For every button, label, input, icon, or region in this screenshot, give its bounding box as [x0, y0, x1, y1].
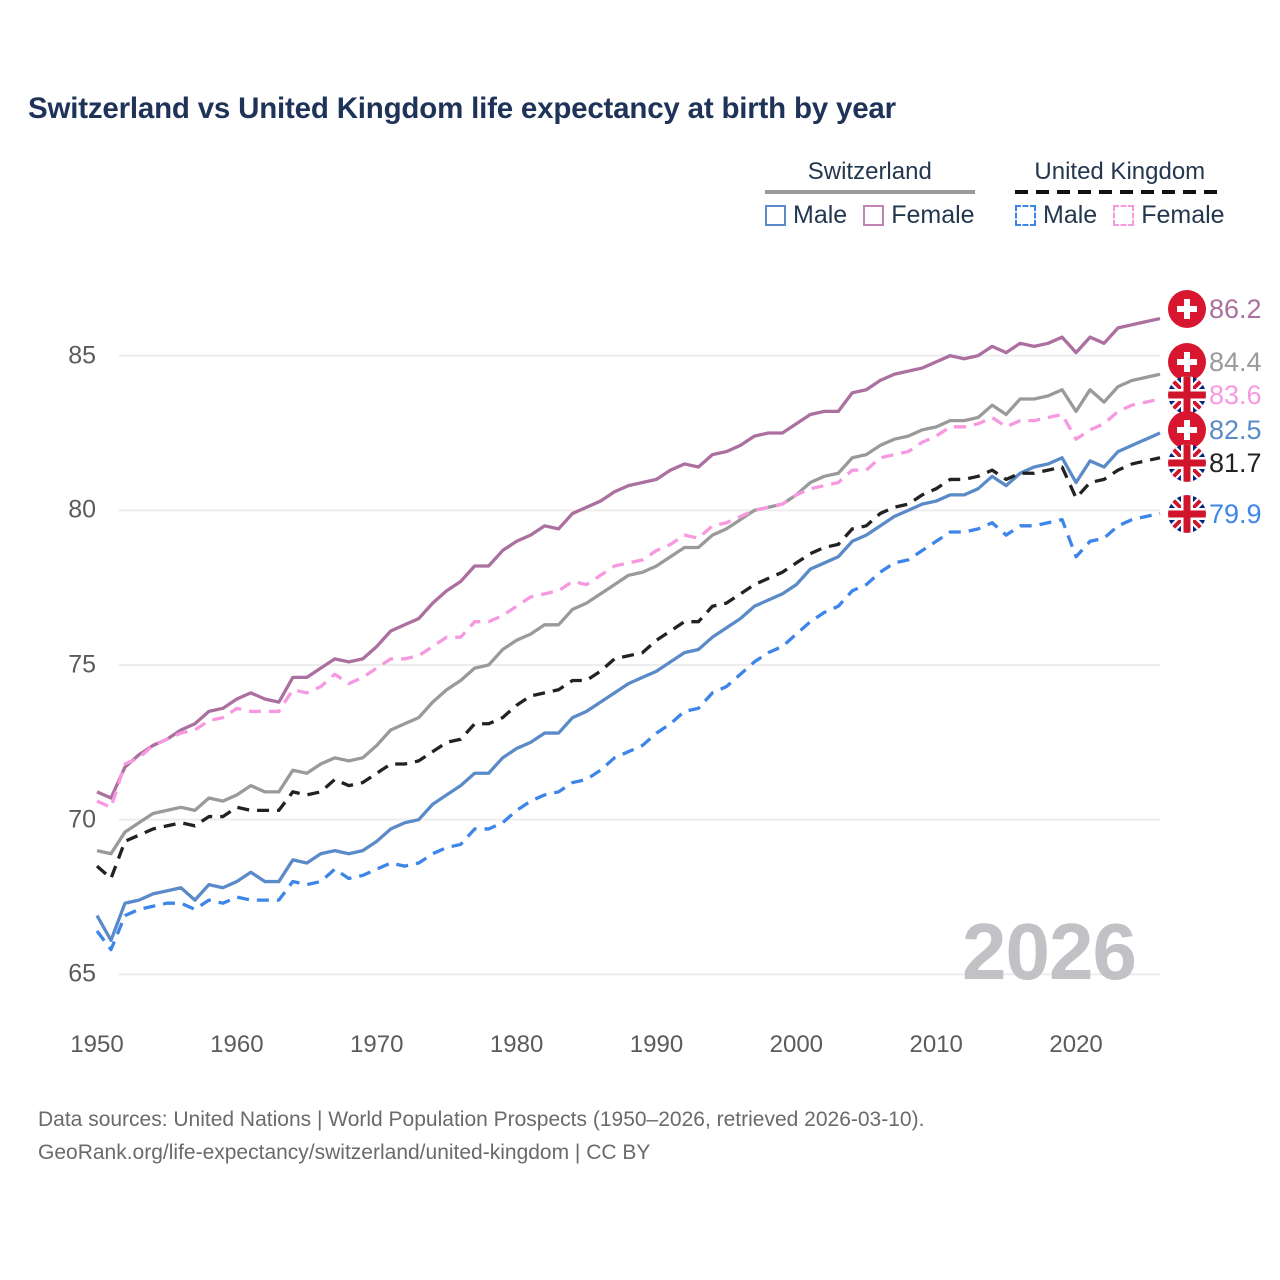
legend-swatch-icon — [1015, 205, 1036, 226]
y-axis-tick: 75 — [68, 650, 96, 679]
legend-item-label: Male — [1043, 201, 1098, 229]
legend-swatch-icon — [863, 205, 885, 226]
legend-item-uk-female[interactable]: Female — [1113, 201, 1225, 229]
series-line — [95, 511, 1161, 952]
legend-rule-dashed — [1015, 190, 1225, 194]
footer-line-2[interactable]: GeoRank.org/life-expectancy/switzerland/… — [38, 1140, 651, 1164]
legend-swatch-icon — [765, 205, 786, 226]
x-axis-tick: 1960 — [210, 1031, 264, 1058]
uk-flag-icon — [1168, 444, 1206, 482]
end-value-text: 86.2 — [1209, 293, 1262, 324]
x-axis-tick: 1980 — [489, 1031, 544, 1058]
ch-flag-icon — [1168, 411, 1206, 449]
series-line — [96, 316, 1161, 800]
footer-attribution: Data sources: United Nations | World Pop… — [38, 1104, 924, 1169]
y-axis-tick: 85 — [68, 341, 96, 370]
series-line — [96, 397, 1161, 809]
uk-flag-icon — [1168, 495, 1206, 533]
end-value-label: 83.6 — [1168, 376, 1262, 414]
y-axis-tick: 65 — [68, 959, 96, 988]
footer-line-1: Data sources: United Nations | World Pop… — [38, 1108, 925, 1131]
legend-item-label: Female — [1141, 201, 1225, 229]
legend-item-label: Female — [891, 201, 975, 229]
uk-flag-icon — [1168, 376, 1206, 414]
legend-item-label: Male — [793, 201, 848, 229]
series-line — [96, 372, 1161, 856]
end-value-text: 84.4 — [1209, 346, 1262, 377]
chart-legend: Switzerland Male Female United Kingdom M… — [745, 158, 1255, 244]
end-value-text: 83.6 — [1209, 379, 1262, 410]
legend-rule-solid — [765, 190, 975, 194]
x-axis-tick: 2000 — [769, 1031, 824, 1058]
end-value-label: 84.4 — [1168, 343, 1262, 381]
legend-group-title: Switzerland — [807, 158, 932, 185]
legend-group-title: United Kingdom — [1034, 158, 1206, 185]
ch-flag-icon — [1168, 343, 1206, 381]
legend-item-switzerland-female[interactable]: Female — [863, 201, 975, 229]
end-value-label: 79.9 — [1168, 495, 1262, 533]
y-axis-tick: 70 — [68, 805, 96, 834]
legend-swatch-icon — [1113, 205, 1135, 226]
end-value-text: 82.5 — [1209, 414, 1262, 445]
x-axis-tick: 2010 — [909, 1031, 963, 1058]
ch-flag-icon — [1168, 290, 1206, 328]
x-axis-tick: 1950 — [70, 1031, 124, 1058]
x-axis-tick: 1970 — [350, 1031, 404, 1058]
legend-group-united-kingdom: United Kingdom Male Female — [1015, 158, 1225, 228]
end-value-text: 81.7 — [1209, 447, 1262, 478]
end-value-label: 86.2 — [1168, 290, 1262, 328]
y-axis-tick: 80 — [68, 495, 96, 524]
page-title: Switzerland vs United Kingdom life expec… — [28, 92, 896, 125]
x-axis-tick: 1990 — [629, 1031, 684, 1058]
end-value-text: 79.9 — [1209, 498, 1262, 529]
series-line — [95, 456, 1161, 881]
x-axis-tick: 2020 — [1049, 1031, 1103, 1058]
legend-item-uk-male[interactable]: Male — [1015, 203, 1097, 228]
legend-group-switzerland: Switzerland Male Female — [765, 158, 975, 228]
end-value-label: 82.5 — [1168, 411, 1262, 449]
year-watermark: 2026 — [962, 907, 1137, 996]
end-value-label: 81.7 — [1168, 444, 1262, 482]
series-line — [95, 431, 1161, 942]
legend-item-switzerland-male[interactable]: Male — [765, 203, 847, 228]
